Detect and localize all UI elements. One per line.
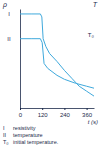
x-axis-title: t (s) (88, 119, 98, 125)
x-tick-mark (87, 108, 88, 110)
y-axis-title: ρ (2, 1, 7, 9)
x-tick: 240 (60, 108, 71, 118)
plot-area (20, 14, 94, 96)
x-axis: 0 120 240 360 (19, 108, 95, 118)
x-tick: 360 (82, 108, 93, 118)
x-tick-label: 0 (19, 112, 23, 118)
series-line (20, 14, 94, 96)
reference-label: T₀ (88, 32, 95, 38)
x-tick-mark (64, 108, 65, 110)
legend-text: resistivity (13, 125, 36, 131)
series-label: I (8, 11, 10, 17)
series-label: II (7, 36, 11, 42)
y-axis-line (20, 10, 21, 109)
legend-key: T₀ (3, 139, 9, 145)
chart: 0120240360IIIT₀ρTt (s)IresistivityIItemp… (0, 0, 100, 146)
x-tick-label: 240 (60, 112, 71, 118)
x-tick-label: 360 (82, 112, 93, 118)
legend: Iresistivity II temperature T₀ initial tempe… (3, 125, 59, 145)
x-tick-mark (20, 108, 21, 110)
y-axis (20, 10, 21, 109)
legend-key: II (3, 132, 7, 138)
y2-axis-title: T (93, 1, 98, 8)
x-tick-mark (42, 108, 43, 110)
x-tick-label: 120 (38, 112, 49, 118)
legend-text: temperature (13, 132, 43, 138)
x-axis-line (21, 108, 95, 109)
legend-key: I (3, 125, 5, 131)
series-line (20, 39, 94, 88)
x-tick: 0 (19, 108, 23, 118)
x-tick: 120 (38, 108, 49, 118)
legend-text: initial temperature. (13, 139, 59, 145)
